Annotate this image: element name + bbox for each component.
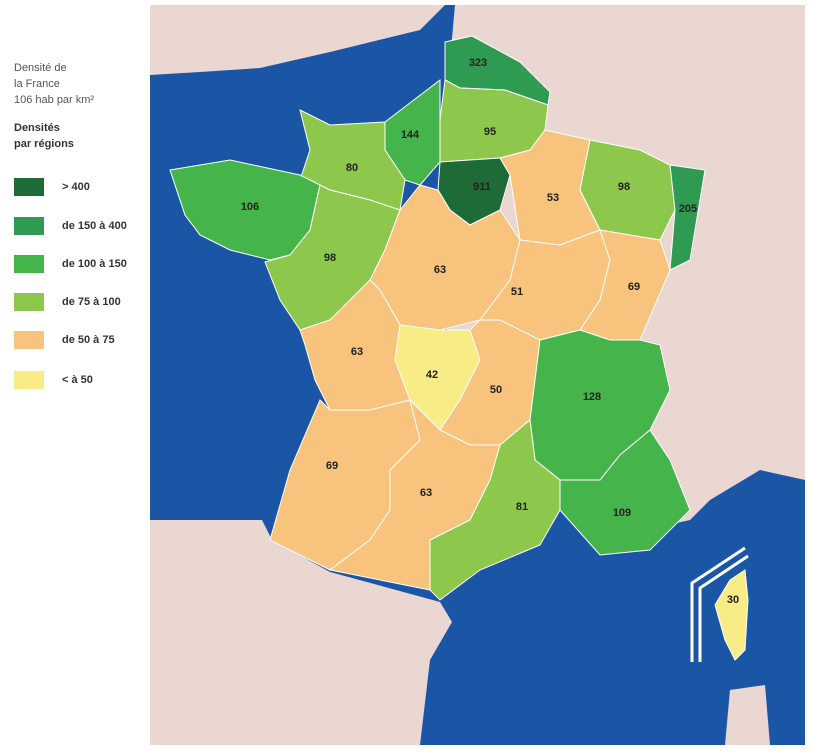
region-label: 81 — [516, 501, 528, 513]
legend-label: de 100 à 150 — [62, 258, 127, 270]
region-label: 63 — [351, 346, 363, 358]
region-label: 911 — [473, 181, 491, 193]
legend-title: par régions — [14, 138, 74, 150]
region-label: 30 — [727, 594, 739, 606]
legend-label: de 75 à 100 — [62, 296, 121, 308]
legend-swatch — [14, 331, 44, 349]
legend-label: de 50 à 75 — [62, 334, 115, 346]
region-label: 144 — [401, 129, 420, 141]
region-label: 106 — [241, 201, 259, 213]
legend-swatch — [14, 371, 44, 389]
header-line: Densité de — [14, 62, 67, 74]
legend: > 400 de 150 à 400 de 100 à 150 de 75 à 100… — [14, 178, 127, 389]
spain-land — [150, 520, 452, 745]
region — [579, 139, 676, 241]
region — [559, 429, 691, 556]
region-label: 80 — [346, 162, 358, 174]
region-label: 98 — [618, 181, 630, 193]
legend-swatch — [14, 217, 44, 235]
region-label: 205 — [679, 203, 697, 215]
region-label: 109 — [613, 507, 631, 519]
legend-title: Densités — [14, 122, 60, 134]
inset-frame — [690, 546, 746, 662]
region-label: 53 — [547, 192, 559, 204]
legend-label: de 150 à 400 — [62, 220, 127, 232]
regions: 323 95 144 80 106 911 53 98 205 98 63 51 69 63 42 50 128… — [169, 35, 749, 661]
region-label: 63 — [420, 487, 432, 499]
region-label: 63 — [434, 264, 446, 276]
legend-swatch — [14, 178, 44, 196]
uk-land — [150, 5, 445, 75]
region-label: 51 — [511, 286, 523, 298]
region-label: 95 — [484, 126, 496, 138]
region — [669, 164, 706, 271]
sardinia-land — [725, 685, 770, 745]
header-line: la France — [14, 78, 60, 90]
region — [429, 419, 561, 601]
region — [714, 569, 749, 661]
legend-swatch — [14, 255, 44, 273]
region-label: 98 — [324, 252, 336, 264]
inset-frame — [698, 554, 749, 662]
legend-label: > 400 — [62, 181, 90, 193]
legend-label: < à 50 — [62, 374, 93, 386]
region-label: 323 — [469, 57, 487, 69]
region-label: 50 — [490, 384, 502, 396]
header-line: 106 hab par km² — [14, 94, 94, 106]
region-label: 42 — [426, 369, 438, 381]
region-label: 128 — [583, 391, 601, 403]
legend-swatch — [14, 293, 44, 311]
region-label: 69 — [628, 281, 640, 293]
region-label: 69 — [326, 460, 338, 472]
